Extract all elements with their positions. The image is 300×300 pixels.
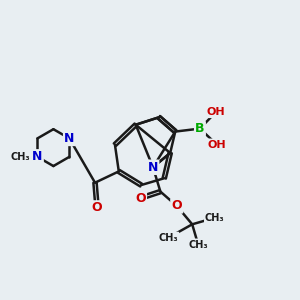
Text: CH₃: CH₃	[205, 213, 225, 223]
Text: B: B	[195, 122, 205, 135]
Text: OH: OH	[207, 107, 225, 117]
Text: O: O	[171, 200, 182, 212]
Text: N: N	[64, 132, 74, 145]
Text: CH₃: CH₃	[188, 239, 208, 250]
Text: N: N	[148, 161, 158, 174]
Text: OH: OH	[208, 140, 226, 150]
Text: O: O	[135, 192, 146, 205]
Text: CH₃: CH₃	[159, 233, 178, 243]
Text: O: O	[92, 202, 102, 214]
Text: N: N	[32, 150, 43, 163]
Text: CH₃: CH₃	[11, 152, 30, 162]
